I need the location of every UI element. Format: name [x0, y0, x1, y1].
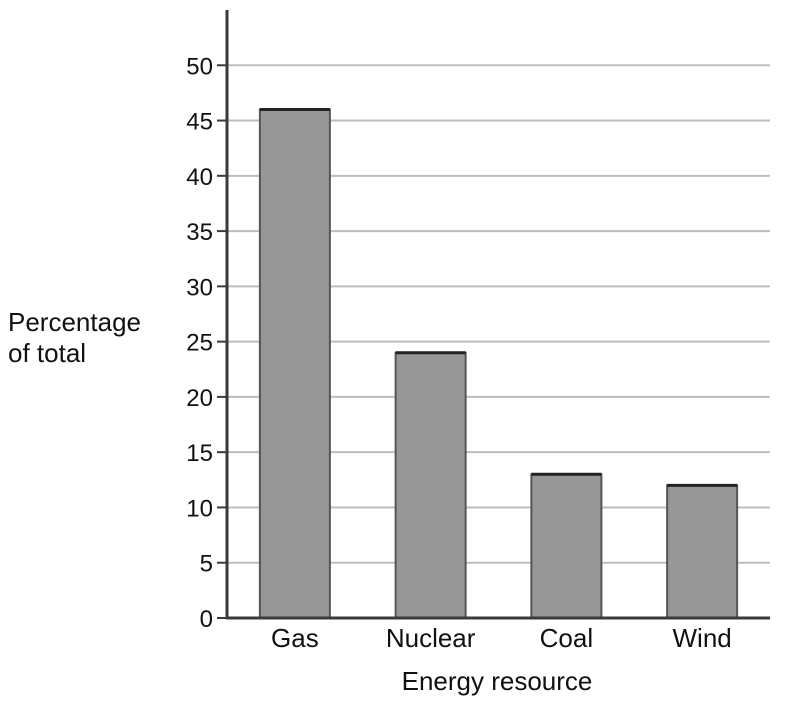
x-category-labels: Gas Nuclear Coal Wind — [271, 623, 732, 653]
y-tick-label: 25 — [186, 330, 213, 357]
bar-gas — [258, 108, 331, 619]
bar-wind — [666, 484, 739, 619]
x-tick-label: Wind — [673, 623, 732, 653]
x-axis-title: Energy resource — [402, 666, 593, 696]
y-tick-label: 0 — [200, 606, 213, 633]
bar-coal — [530, 473, 603, 620]
y-ticks: 0 5 10 15 20 25 30 35 40 45 50 — [186, 53, 227, 633]
bars — [258, 107, 739, 620]
x-tick-label: Coal — [540, 623, 593, 653]
y-tick-label: 5 — [200, 551, 213, 578]
y-tick-label: 15 — [186, 440, 213, 467]
x-tick-label: Nuclear — [386, 623, 476, 653]
bar-nuclear — [394, 351, 467, 619]
y-axis-title-line-2: of total — [8, 338, 86, 368]
y-tick-label: 20 — [186, 385, 213, 412]
y-tick-label: 30 — [186, 274, 213, 301]
y-axis-title-line-1: Percentage — [8, 307, 141, 337]
y-tick-label: 50 — [186, 53, 213, 80]
y-tick-label: 10 — [186, 495, 213, 522]
y-tick-label: 40 — [186, 164, 213, 191]
x-tick-label: Gas — [271, 623, 319, 653]
axes — [225, 10, 770, 620]
y-tick-label: 35 — [186, 219, 213, 246]
y-tick-label: 45 — [186, 109, 213, 136]
